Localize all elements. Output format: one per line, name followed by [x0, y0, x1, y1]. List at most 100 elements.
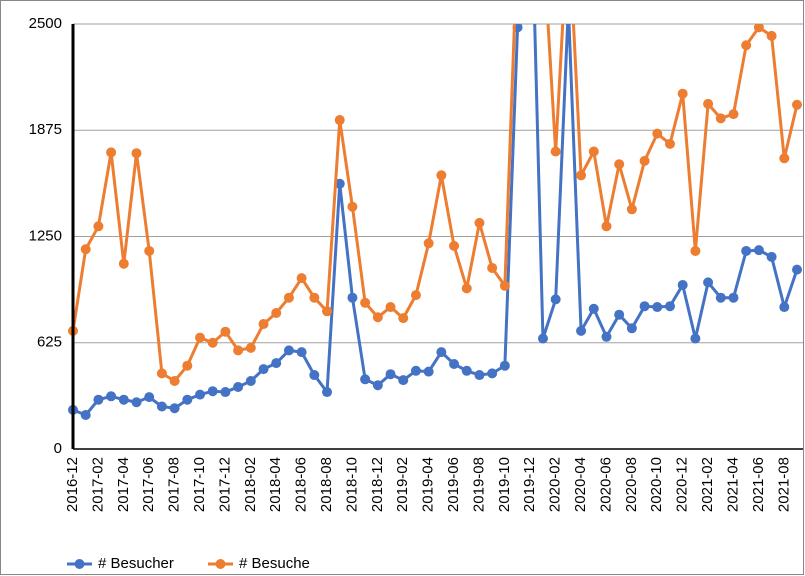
data-point — [271, 358, 282, 369]
data-point — [652, 302, 663, 313]
data-point — [118, 258, 129, 269]
data-point — [372, 380, 383, 391]
x-tick-label: 2017-06 — [140, 457, 157, 512]
x-tick-label: 2017-10 — [191, 457, 208, 512]
data-point — [601, 331, 612, 342]
y-tick-label: 0 — [54, 440, 62, 457]
y-tick-label: 1250 — [29, 227, 62, 244]
data-point — [779, 153, 790, 164]
data-point — [195, 389, 206, 400]
data-point — [296, 273, 307, 284]
data-point — [144, 392, 155, 403]
data-point — [144, 245, 155, 256]
data-point — [220, 387, 231, 398]
data-point — [753, 245, 764, 256]
data-point — [474, 370, 485, 381]
data-point — [436, 347, 447, 358]
data-point — [728, 292, 739, 303]
data-point — [499, 360, 510, 371]
data-point — [703, 277, 714, 288]
data-point — [360, 374, 371, 385]
data-point — [410, 365, 421, 376]
x-tick-label: 2017-08 — [166, 457, 183, 512]
data-point — [601, 221, 612, 232]
x-tick-label: 2018-02 — [242, 457, 259, 512]
data-point — [182, 394, 193, 405]
data-point — [322, 306, 333, 317]
x-tick-label: 2019-02 — [394, 457, 411, 512]
data-point — [779, 302, 790, 313]
data-point — [449, 240, 460, 251]
data-point — [309, 370, 320, 381]
x-tick-label: 2017-04 — [115, 457, 132, 512]
x-tick-label: 2018-08 — [318, 457, 335, 512]
x-tick-label: 2018-12 — [369, 457, 386, 512]
data-point — [296, 347, 307, 358]
data-point — [347, 292, 358, 303]
data-point — [436, 170, 447, 181]
data-point — [169, 403, 180, 414]
data-point — [258, 364, 269, 375]
data-point — [639, 155, 650, 166]
x-tick-label: 2018-04 — [267, 457, 284, 512]
series-line — [72, 24, 799, 417]
x-tick-label: 2017-12 — [216, 457, 233, 512]
x-tick-label: 2020-02 — [547, 457, 564, 512]
x-tick-label: 2021-02 — [699, 457, 716, 512]
y-tick-label: 2500 — [29, 15, 62, 32]
data-point — [398, 375, 409, 386]
data-point — [233, 381, 244, 392]
data-point — [550, 294, 561, 305]
data-point — [207, 337, 218, 348]
data-point — [614, 159, 625, 170]
x-tick-label: 2019-08 — [470, 457, 487, 512]
series-line — [71, 24, 799, 383]
data-point — [182, 360, 193, 371]
x-tick-label: 2020-08 — [623, 457, 640, 512]
data-point — [576, 325, 587, 336]
data-point — [398, 313, 409, 324]
data-point — [80, 410, 91, 420]
data-point — [588, 146, 599, 157]
data-point — [715, 292, 726, 303]
data-point — [792, 264, 802, 275]
data-point — [195, 332, 206, 343]
data-point — [131, 148, 142, 159]
data-point — [766, 251, 777, 262]
data-point — [360, 297, 371, 308]
data-point — [385, 302, 396, 313]
data-point — [588, 303, 599, 314]
data-point — [715, 113, 726, 124]
x-tick-label: 2019-04 — [420, 457, 437, 512]
data-point — [626, 204, 637, 215]
x-tick-label: 2020-12 — [674, 457, 691, 512]
data-point — [423, 238, 434, 249]
data-point — [233, 345, 244, 356]
data-point — [271, 308, 282, 318]
data-point — [80, 244, 91, 255]
data-point — [664, 138, 675, 149]
data-point — [347, 201, 358, 212]
legend-label: # Besuche — [239, 555, 310, 572]
data-point — [537, 333, 548, 344]
legend-marker — [215, 559, 226, 569]
x-tick-label: 2021-04 — [724, 457, 741, 512]
data-point — [474, 217, 485, 228]
data-point — [156, 368, 167, 379]
data-point — [423, 366, 434, 377]
data-point — [703, 98, 714, 109]
x-tick-label: 2016-12 — [64, 457, 81, 512]
data-point — [322, 387, 333, 398]
data-point — [690, 333, 701, 344]
x-tick-label: 2020-06 — [597, 457, 614, 512]
data-point — [410, 290, 421, 301]
data-point — [753, 24, 764, 33]
data-point — [93, 221, 104, 232]
data-point — [576, 170, 587, 181]
x-tick-label: 2020-04 — [572, 457, 589, 512]
data-point — [614, 309, 625, 320]
data-point — [283, 292, 294, 303]
data-point — [283, 345, 294, 356]
